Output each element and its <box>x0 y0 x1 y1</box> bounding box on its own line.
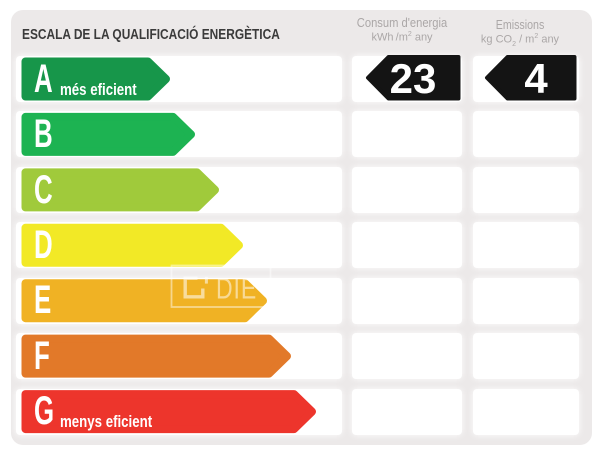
svg-text:DIE: DIE <box>216 272 257 305</box>
